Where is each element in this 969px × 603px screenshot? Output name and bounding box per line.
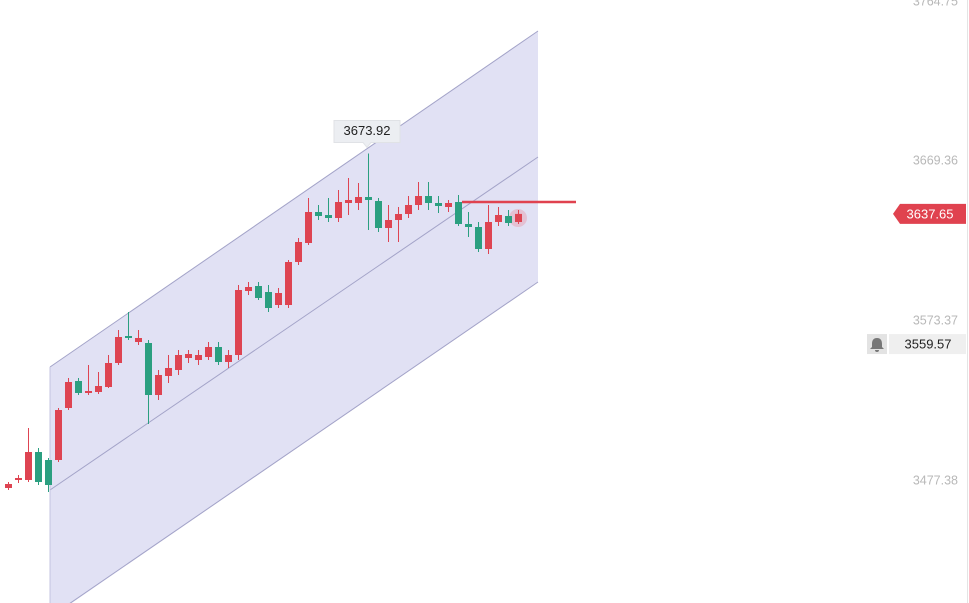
- candle-body: [335, 202, 342, 218]
- overlays: 3673.92 3637.65 3559.57: [333, 119, 966, 355]
- y-tick-label: 3573.37: [913, 313, 958, 327]
- alert-bell: [870, 338, 884, 353]
- candle-body: [425, 196, 432, 203]
- channel-lower: [69, 281, 539, 603]
- candle-body: [165, 368, 172, 376]
- channel-upper: [49, 30, 539, 368]
- candles: [5, 153, 522, 492]
- candle-body: [245, 287, 252, 291]
- last-price-tag: [893, 203, 966, 224]
- candle-body: [215, 347, 222, 362]
- candle-body: [105, 363, 112, 387]
- channel-fill: [50, 31, 538, 603]
- candle-body: [75, 381, 82, 393]
- candle-body: [375, 201, 382, 228]
- candle-body: [185, 354, 192, 358]
- candle-body: [285, 262, 292, 305]
- alert-price-box: [889, 334, 966, 355]
- candle-body: [275, 293, 282, 305]
- high-marker-label: 3673.92: [344, 123, 391, 138]
- candle-body: [145, 343, 152, 395]
- y-tick-label: 3669.36: [913, 153, 958, 167]
- alert-price-label: 3559.57: [905, 336, 952, 351]
- candle-body: [95, 386, 102, 392]
- y-tick-label: 3477.38: [913, 473, 958, 487]
- candle-body: [175, 355, 182, 370]
- candle-body: [465, 224, 472, 227]
- candle-body: [35, 452, 42, 482]
- candle-body: [505, 216, 512, 223]
- candle-body: [135, 338, 142, 342]
- candle-body: [485, 222, 492, 249]
- candle-body: [325, 215, 332, 218]
- candle-body: [405, 205, 412, 214]
- candle-body: [305, 212, 312, 243]
- candle-body: [55, 410, 62, 460]
- candle-body: [205, 347, 212, 357]
- candle-body: [195, 355, 202, 360]
- y-tick-label: 3764.75: [913, 0, 958, 8]
- candle-body: [365, 197, 372, 200]
- candle-body: [495, 215, 502, 222]
- candle-body: [315, 212, 322, 216]
- candle-body: [65, 382, 72, 408]
- y-axis: 3477.38 3573.37 3669.36 3764.75: [913, 0, 958, 487]
- last-price-label: 3637.65: [907, 206, 954, 221]
- candle-body: [25, 452, 32, 480]
- candle-body: [345, 200, 352, 203]
- candle-body: [225, 355, 232, 362]
- candle-body: [395, 214, 402, 220]
- candle-body: [15, 478, 22, 480]
- high-marker-box: [333, 119, 401, 149]
- candle-body: [125, 336, 132, 338]
- candle-body: [45, 460, 52, 485]
- candle-body: [435, 203, 442, 206]
- candle-body: [265, 292, 272, 308]
- candle-body: [475, 227, 482, 249]
- candle-body: [85, 391, 92, 393]
- candle-body: [445, 203, 452, 207]
- candle-body: [355, 197, 362, 203]
- candle-body: [5, 484, 12, 488]
- candle-body: [455, 202, 462, 224]
- candle-body: [255, 286, 262, 298]
- candle-body: [515, 213, 522, 222]
- candle-body: [385, 220, 392, 228]
- candle-body: [295, 242, 302, 262]
- candle-body: [235, 290, 242, 355]
- candle-body: [115, 337, 122, 363]
- candle-body: [415, 196, 422, 205]
- candle-body: [155, 375, 162, 395]
